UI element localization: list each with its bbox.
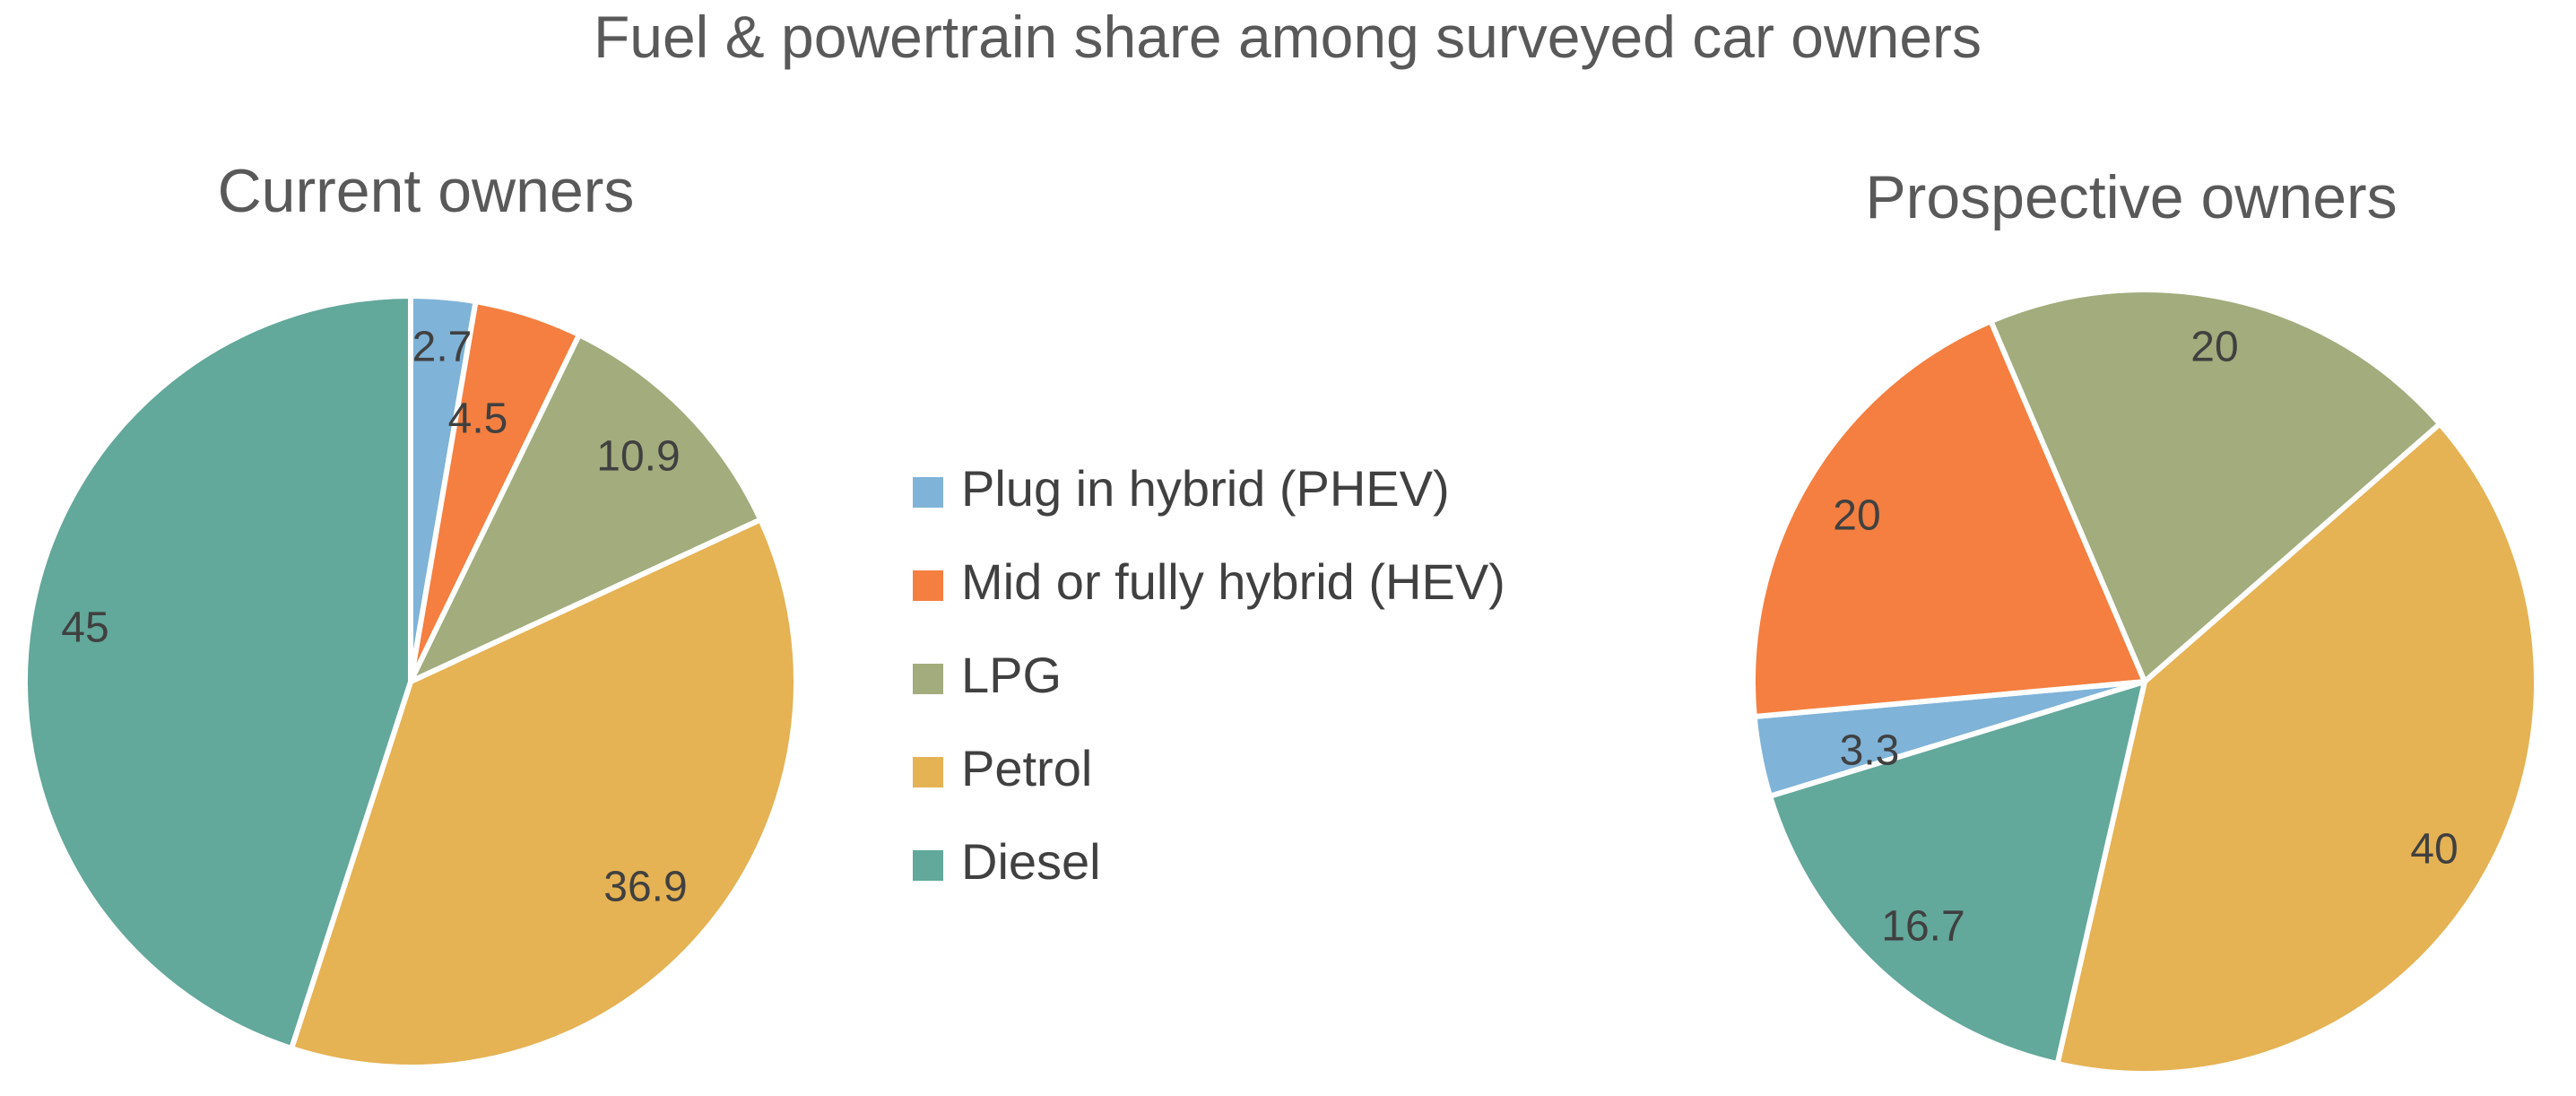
legend: Plug in hybrid (PHEV) Mid or fully hybrid… bbox=[913, 460, 1505, 890]
pie1-slice-lpg bbox=[1988, 287, 2443, 684]
pie1-label-petrol: 40 bbox=[2410, 826, 2458, 874]
current-owners-title: Current owners bbox=[218, 157, 635, 225]
legend-label-mid-or-fully-hybrid-hev: Mid or fully hybrid (HEV) bbox=[961, 553, 1505, 610]
pie1-label-plug-in-hybrid-phev: 3.3 bbox=[1840, 727, 1900, 775]
legend-swatch-plug-in-hybrid-phev bbox=[913, 477, 943, 508]
pie1-slice-diesel bbox=[1767, 679, 2147, 1066]
pie0-slice-diesel bbox=[22, 293, 413, 1051]
prospective-owners-title: Prospective owners bbox=[1865, 163, 2397, 231]
pie0-slice-lpg bbox=[408, 332, 764, 684]
chart-title: Fuel & powertrain share among surveyed c… bbox=[594, 4, 1982, 70]
legend-swatch-diesel bbox=[913, 850, 943, 881]
pie1-label-lpg: 20 bbox=[2190, 324, 2238, 371]
pie1-label-diesel: 16.7 bbox=[1881, 903, 1965, 951]
pie1-label-mid-or-fully-hybrid-hev: 20 bbox=[1833, 492, 1880, 540]
legend-label-petrol: Petrol bbox=[961, 740, 1092, 796]
legend-swatch-mid-or-fully-hybrid-hev bbox=[913, 570, 943, 601]
pie0-slice-petrol bbox=[289, 517, 799, 1070]
pie0-label-diesel: 45 bbox=[61, 605, 108, 652]
pie0-label-petrol: 36.9 bbox=[603, 864, 687, 911]
legend-label-plug-in-hybrid-phev: Plug in hybrid (PHEV) bbox=[961, 460, 1450, 517]
pie1-slice-mid-or-fully-hybrid-hev bbox=[1750, 318, 2147, 719]
pie1-slice-petrol bbox=[2054, 421, 2539, 1076]
legend-label-lpg: LPG bbox=[961, 647, 1062, 703]
prospective-owners-pie: 3.3 20 20 40 16.7 bbox=[1750, 287, 2539, 1076]
pie0-label-lpg: 10.9 bbox=[596, 433, 680, 481]
legend-swatch-lpg bbox=[913, 664, 943, 694]
legend-swatch-petrol bbox=[913, 757, 943, 787]
pie0-label-plug-in-hybrid-phev: 2.7 bbox=[412, 324, 473, 371]
current-owners-pie: 2.7 4.5 10.9 36.9 45 bbox=[22, 293, 799, 1070]
pie0-label-mid-or-fully-hybrid-hev: 4.5 bbox=[448, 396, 508, 443]
legend-label-diesel: Diesel bbox=[961, 833, 1101, 890]
